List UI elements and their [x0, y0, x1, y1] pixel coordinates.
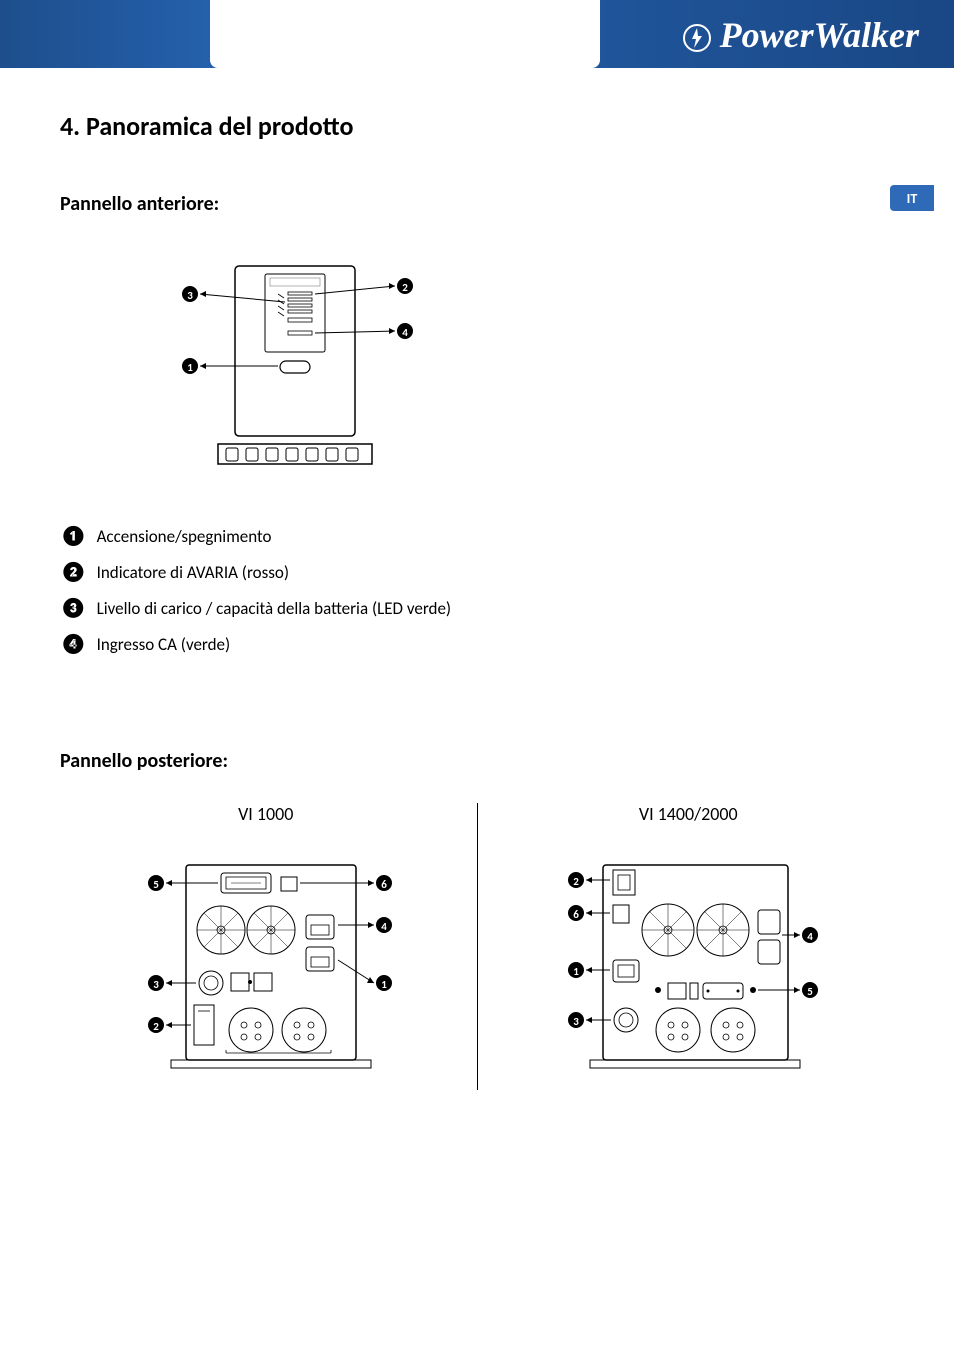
svg-text:3: 3 — [153, 978, 159, 991]
svg-text:1: 1 — [381, 978, 387, 991]
logo-icon — [682, 20, 712, 50]
svg-text:6: 6 — [573, 908, 579, 921]
svg-text:4: 4 — [402, 326, 408, 339]
rear-panel-container: VI 1000 — [60, 803, 894, 1090]
rear-diagram-vi1400: 2 6 1 3 4 5 — [548, 855, 828, 1090]
svg-text:4: 4 — [381, 920, 387, 933]
language-badge: IT — [890, 185, 934, 211]
svg-text:1: 1 — [187, 361, 193, 374]
legend-text-1: Accensione/spegnimento — [97, 524, 272, 550]
page-title: 4. Panoramica del prodotto — [60, 110, 894, 142]
svg-text:3: 3 — [573, 1015, 579, 1028]
svg-text:1: 1 — [573, 965, 579, 978]
legend-num-4: ❹ — [60, 629, 87, 659]
svg-text:2: 2 — [153, 1020, 159, 1033]
svg-text:4: 4 — [807, 930, 813, 943]
rear-panel-title: Pannello posteriore: — [60, 749, 894, 773]
rear-label-1: VI 1000 — [60, 803, 472, 825]
legend-num-3: ❸ — [60, 593, 87, 623]
legend-item: ❹ Ingresso CA (verde) — [60, 629, 490, 659]
legend-num-1: ❶ — [60, 521, 87, 551]
rear-divider — [477, 803, 478, 1090]
svg-text:2: 2 — [573, 875, 579, 888]
header-white-slot — [210, 0, 600, 68]
front-panel-legend: ❶ Accensione/spegnimento ❷ Indicatore di… — [60, 521, 490, 659]
brand-logo: PowerWalker — [682, 14, 919, 56]
language-code: IT — [907, 190, 918, 207]
svg-text:6: 6 — [381, 878, 387, 891]
svg-text:2: 2 — [402, 281, 408, 294]
rear-diagram-vi1000: 5 3 2 6 4 1 — [126, 855, 406, 1090]
legend-text-2: Indicatore di AVARIA (rosso) — [97, 560, 289, 586]
legend-item: ❶ Accensione/spegnimento — [60, 521, 490, 551]
rear-label-2: VI 1400/2000 — [483, 803, 895, 825]
legend-text-4: Ingresso CA (verde) — [97, 632, 231, 658]
rear-column-vi1000: VI 1000 — [60, 803, 472, 1090]
front-panel-title: Pannello anteriore: — [60, 192, 894, 216]
brand-text: PowerWalker — [720, 14, 919, 56]
svg-text:5: 5 — [153, 878, 159, 891]
legend-num-2: ❷ — [60, 557, 87, 587]
legend-item: ❸ Livello di carico / capacità della bat… — [60, 593, 490, 623]
front-panel-diagram: 3 1 2 4 — [140, 246, 894, 481]
svg-text:5: 5 — [807, 985, 813, 998]
page-content: 4. Panoramica del prodotto Pannello ante… — [0, 68, 954, 1090]
header-banner: PowerWalker — [0, 0, 954, 68]
legend-text-3: Livello di carico / capacità della batte… — [97, 596, 452, 622]
svg-text:3: 3 — [187, 289, 193, 302]
rear-column-vi1400: VI 1400/2000 — [483, 803, 895, 1090]
legend-item: ❷ Indicatore di AVARIA (rosso) — [60, 557, 490, 587]
